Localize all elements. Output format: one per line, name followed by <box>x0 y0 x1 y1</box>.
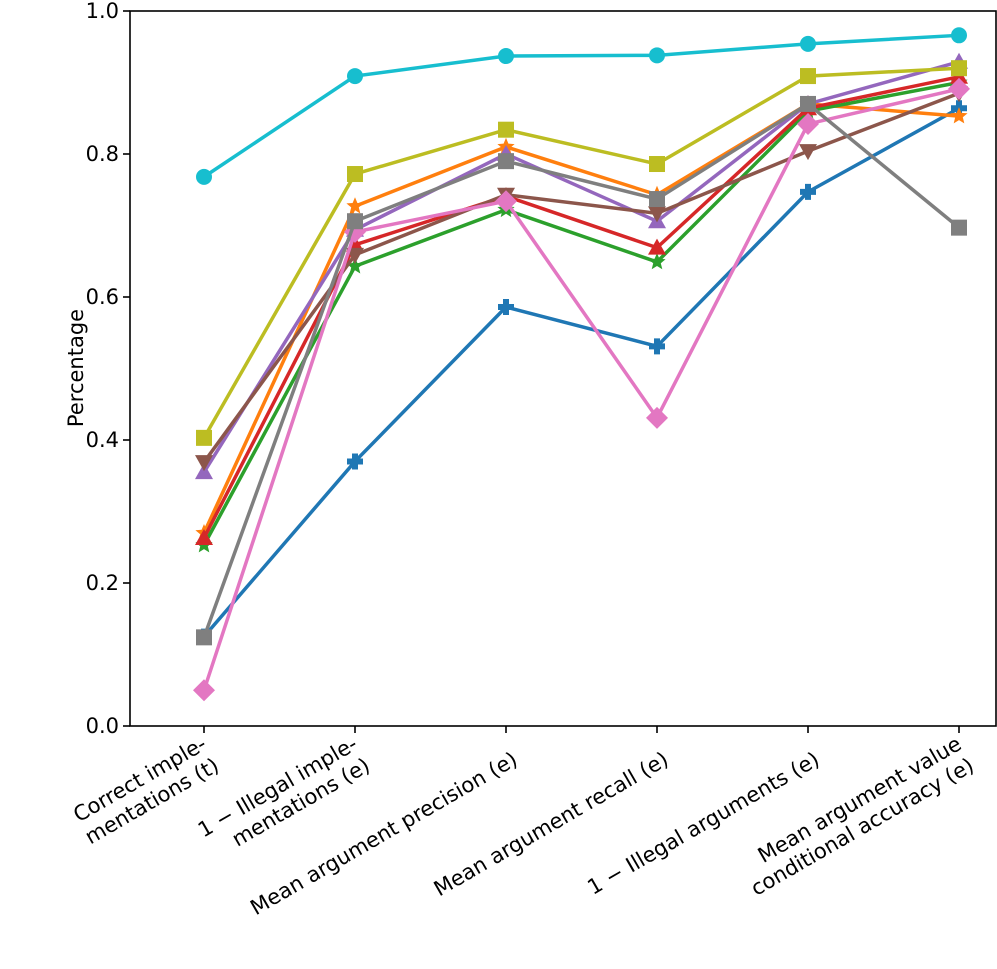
data-point <box>648 238 666 255</box>
y-tick-label: 0.8 <box>86 142 119 166</box>
data-point <box>193 679 215 702</box>
series-line <box>202 106 960 638</box>
y-tick-label: 1.0 <box>86 0 119 23</box>
x-tick-label: Mean argument valueconditional accuracy … <box>734 732 978 901</box>
x-tick-label-line: Mean argument recall (e) <box>430 747 673 901</box>
series-line <box>202 87 960 691</box>
data-point <box>646 406 668 429</box>
data-point <box>196 429 212 446</box>
data-point <box>498 48 514 65</box>
data-point <box>799 144 817 161</box>
y-tick-label: 0.2 <box>86 571 119 595</box>
series-line <box>202 101 961 638</box>
data-point <box>498 153 514 170</box>
data-point <box>347 166 363 183</box>
data-point <box>347 213 363 230</box>
data-point <box>950 107 968 124</box>
data-point <box>648 206 666 223</box>
data-point <box>196 168 212 185</box>
series-line <box>202 60 960 474</box>
data-point <box>948 77 970 100</box>
y-tick-label: 0.0 <box>86 714 119 738</box>
data-point <box>649 338 665 355</box>
data-point <box>951 219 967 236</box>
series-4 <box>195 52 968 480</box>
y-tick-label: 0.4 <box>86 428 119 452</box>
data-point <box>195 528 213 545</box>
data-point <box>346 197 364 214</box>
data-point <box>648 253 666 270</box>
data-point <box>195 455 213 472</box>
data-point <box>951 27 967 44</box>
data-point <box>800 68 816 85</box>
data-point <box>951 60 967 77</box>
data-point <box>347 68 363 85</box>
data-point <box>649 191 665 208</box>
data-point <box>346 257 364 274</box>
series-line <box>202 66 960 439</box>
series-9 <box>196 27 967 185</box>
x-tick-label-line: Mean argument value <box>754 732 966 868</box>
data-point <box>800 183 816 200</box>
y-tick-label: 0.6 <box>86 285 119 309</box>
series-8 <box>196 60 967 446</box>
series-6 <box>193 77 970 702</box>
data-point <box>649 47 665 64</box>
data-point <box>800 95 816 112</box>
data-point <box>195 463 213 480</box>
series-line <box>202 80 960 546</box>
data-point <box>196 629 212 646</box>
data-point <box>797 112 819 135</box>
data-point <box>346 247 364 264</box>
x-tick-label: Mean argument recall (e) <box>430 747 673 901</box>
data-point <box>498 299 514 316</box>
data-point <box>495 190 517 213</box>
data-point <box>649 156 665 173</box>
data-point <box>800 35 816 52</box>
data-point <box>347 453 363 470</box>
plot-frame <box>129 10 997 727</box>
series-line <box>203 33 960 179</box>
series-7 <box>196 95 967 646</box>
y-axis-label: Percentage <box>64 309 88 427</box>
series-5 <box>195 86 968 472</box>
data-point <box>498 121 514 138</box>
